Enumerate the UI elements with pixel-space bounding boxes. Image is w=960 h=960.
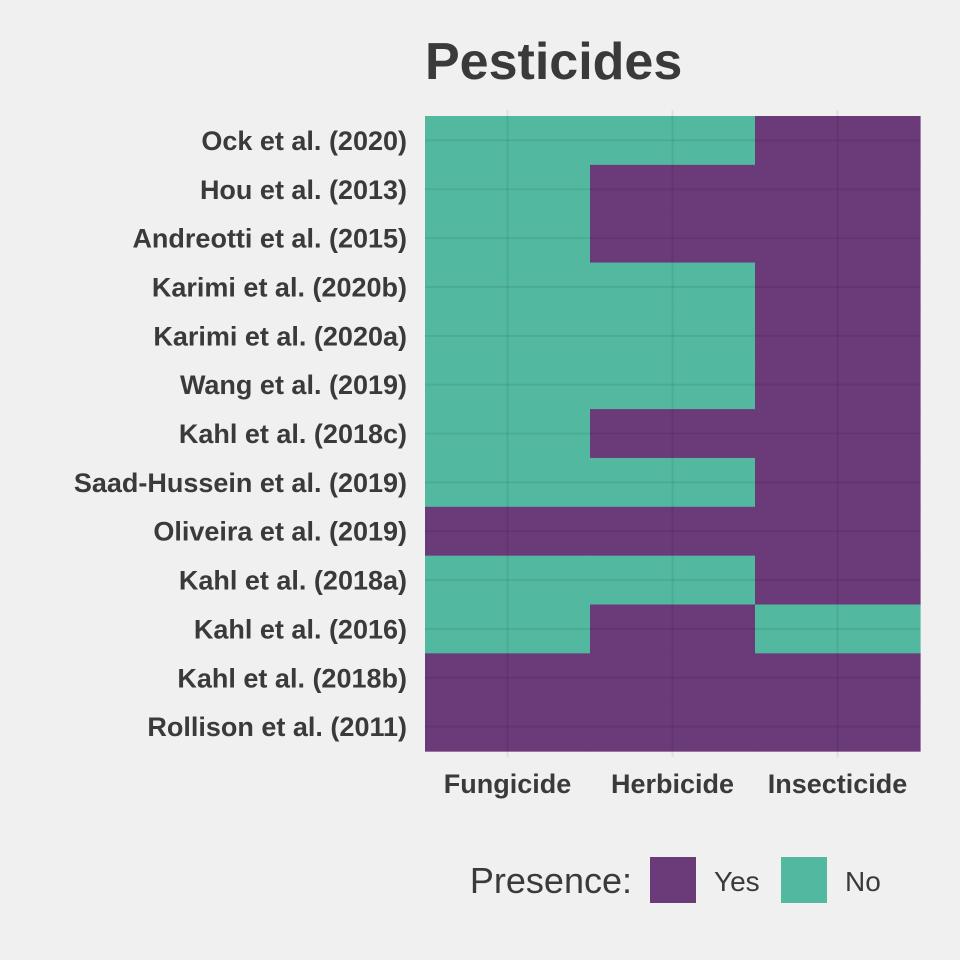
heatmap-cell: [590, 409, 756, 459]
gridlines: [425, 110, 920, 758]
heatmap-cell: [755, 653, 921, 703]
heatmap-cell: [590, 311, 756, 361]
row-label: Kahl et al. (2018a): [179, 566, 407, 596]
heatmap-cell: [755, 311, 921, 361]
heatmap-cell: [425, 409, 591, 459]
heatmap-cell: [590, 702, 756, 752]
heatmap-cell: [755, 457, 921, 508]
heatmap-cell: [425, 311, 591, 361]
row-label: Karimi et al. (2020a): [153, 321, 407, 351]
row-label: Wang et al. (2019): [180, 370, 407, 400]
heatmap-cell: [590, 604, 756, 654]
row-label: Kahl et al. (2018b): [177, 663, 407, 693]
legend-swatch: [650, 857, 696, 903]
heatmap-cell: [590, 213, 756, 264]
heatmap-cell: [755, 409, 921, 459]
heatmap-cell: [425, 702, 591, 752]
heatmap-cell: [590, 116, 756, 166]
column-label: Fungicide: [444, 769, 572, 799]
heatmap-cell: [755, 506, 921, 557]
row-label: Hou et al. (2013): [200, 175, 407, 205]
legend: Presence: Yes No: [470, 857, 881, 903]
legend-label: No: [845, 866, 881, 897]
column-labels: Fungicide Herbicide Insecticide: [444, 769, 908, 799]
row-label: Oliveira et al. (2019): [153, 517, 407, 547]
row-labels: Ock et al. (2020) Hou et al. (2013) Andreo…: [74, 126, 407, 742]
row-label: Ock et al. (2020): [201, 126, 407, 156]
heatmap-cell: [755, 164, 921, 215]
row-label: Andreotti et al. (2015): [132, 224, 407, 254]
heatmap-cell: [425, 506, 591, 557]
heatmap-cell: [755, 555, 921, 606]
heatmap-cell: [425, 555, 591, 606]
row-label: Kahl et al. (2016): [194, 614, 407, 644]
heatmap-cell: [425, 262, 591, 312]
heatmap-cell: [590, 164, 756, 215]
heatmap-cell: [755, 262, 921, 312]
heatmap-cell: [755, 604, 921, 654]
heatmap-cell: [590, 360, 756, 410]
heatmap-cell: [590, 262, 756, 312]
legend-item: Yes: [650, 857, 760, 903]
heatmap-cell: [425, 164, 591, 215]
row-label: Rollison et al. (2011): [147, 712, 407, 742]
chart-title: Pesticides: [425, 33, 682, 91]
legend-swatch: [781, 857, 827, 903]
row-label: Karimi et al. (2020b): [152, 272, 407, 302]
row-label: Kahl et al. (2018c): [179, 419, 407, 449]
row-label: Saad-Hussein et al. (2019): [74, 468, 407, 498]
heatmap-cell: [425, 604, 591, 654]
heatmap-cell: [590, 506, 756, 557]
heatmap-cell: [425, 653, 591, 703]
heatmap-cell: [755, 116, 921, 166]
column-label: Insecticide: [768, 769, 908, 799]
heatmap-cell: [425, 457, 591, 508]
heatmap-cell: [755, 702, 921, 752]
heatmap-cell: [425, 116, 591, 166]
column-label: Herbicide: [611, 769, 734, 799]
heatmap-cell: [590, 653, 756, 703]
heatmap-cell: [425, 360, 591, 410]
heatmap-cell: [590, 555, 756, 606]
heatmap-cell: [755, 213, 921, 264]
legend-items: Yes No: [650, 857, 881, 903]
heatmap-cell: [755, 360, 921, 410]
heatmap-cell: [425, 213, 591, 264]
legend-title: Presence:: [470, 860, 632, 901]
legend-label: Yes: [714, 866, 760, 897]
heatmap-cells: [425, 116, 921, 752]
legend-item: No: [781, 857, 881, 903]
heatmap-cell: [590, 457, 756, 508]
